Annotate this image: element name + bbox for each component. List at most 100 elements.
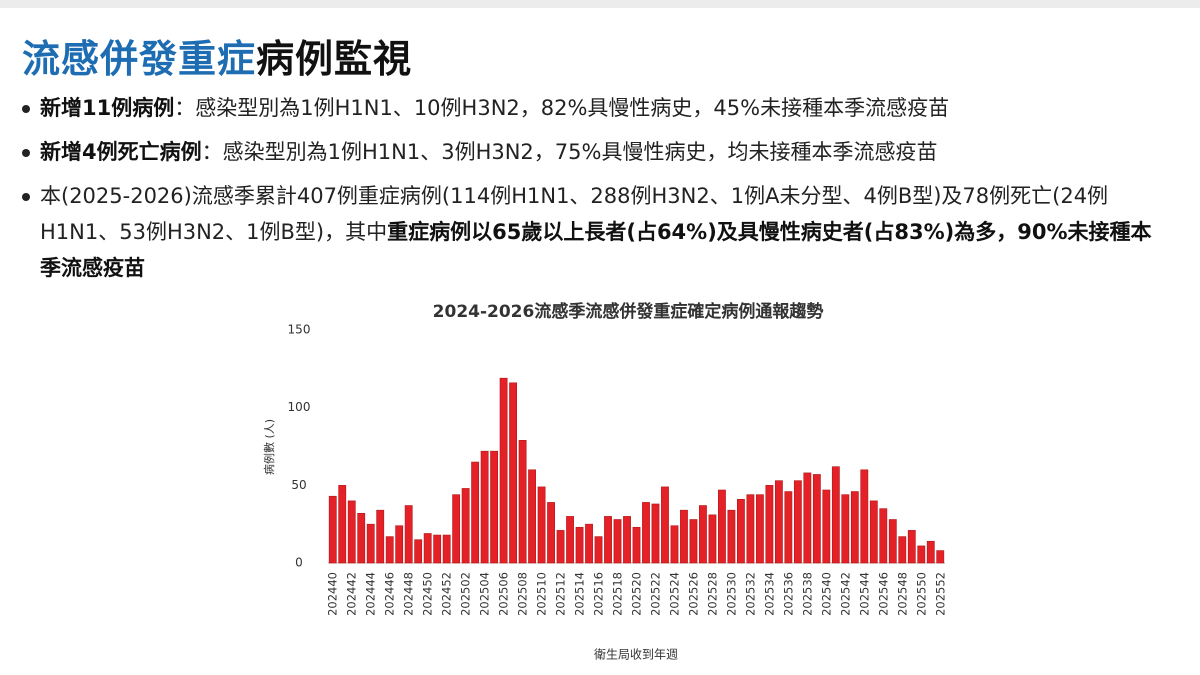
bar [812, 474, 821, 564]
bar [936, 550, 945, 564]
bar [471, 461, 480, 564]
bar [537, 486, 546, 564]
bar [395, 525, 404, 564]
bar [566, 516, 574, 564]
x-tick-label: 202552 [933, 572, 947, 616]
x-tick-label: 202514 [573, 572, 587, 616]
bar [594, 536, 603, 564]
x-tick-label: 202546 [876, 572, 890, 616]
bar [917, 545, 926, 564]
bar [841, 494, 850, 564]
x-tick-label: 202518 [611, 572, 625, 616]
bar [347, 500, 356, 564]
x-tick-label: 202508 [516, 572, 530, 616]
bar [509, 382, 518, 564]
bar [651, 503, 660, 564]
x-tick-label: 202444 [364, 572, 378, 616]
bar [547, 502, 555, 564]
bar [774, 480, 783, 564]
x-tick-label: 202534 [762, 572, 776, 616]
bar [850, 491, 859, 564]
x-tick-label: 202522 [648, 572, 662, 616]
y-axis-label: 病例數 (人) [262, 419, 276, 475]
x-tick-label: 202506 [497, 572, 511, 616]
bar [585, 523, 593, 564]
title-part: 流感併發重症 [22, 37, 257, 81]
bar [575, 526, 584, 564]
x-tick-label: 202512 [554, 572, 568, 616]
x-tick-label: 202530 [724, 572, 738, 616]
x-tick-label: 202440 [326, 572, 340, 616]
x-tick-label: 202536 [781, 572, 795, 616]
bar [499, 377, 508, 564]
bar [765, 485, 774, 564]
bar [604, 516, 612, 564]
x-tick-label: 202528 [705, 572, 719, 616]
bar [414, 539, 423, 564]
bullet: 新增11例病例：感染型別為1例H1N1、10例H3N2，82%具慢性病史，45%… [22, 90, 1172, 126]
bar [793, 480, 802, 564]
x-tick-label: 202526 [686, 572, 700, 616]
bar [661, 486, 669, 564]
x-tick-label: 202548 [895, 572, 909, 616]
bar [442, 534, 451, 564]
bar [376, 509, 385, 564]
bar [869, 500, 878, 564]
bar [328, 495, 337, 564]
bar [366, 523, 375, 564]
x-tick-label: 202544 [857, 572, 871, 616]
bar [860, 469, 869, 564]
bar [613, 519, 622, 564]
x-tick-label: 202516 [592, 572, 606, 616]
slide-title: 流感併發重症病例監視 [22, 28, 412, 83]
bar [518, 439, 527, 564]
bar [642, 502, 650, 564]
bar [831, 466, 840, 564]
bar [879, 508, 888, 564]
bar [689, 519, 698, 564]
bar [623, 516, 631, 564]
bar [746, 494, 755, 564]
bar [338, 485, 347, 564]
bar [423, 533, 432, 564]
bar [480, 450, 489, 564]
chart-title: 2024-2026流感季流感併發重症確定病例通報趨勢 [433, 301, 824, 322]
y-tick-label: 50 [291, 478, 306, 492]
x-tick-label: 202448 [402, 572, 416, 616]
top-bar [0, 0, 1200, 8]
bullet: 新增4例死亡病例：感染型別為1例H1N1、3例H3N2，75%具慢性病史，均未接… [22, 134, 1172, 170]
x-tick-label: 202542 [838, 572, 852, 616]
bar [404, 505, 413, 564]
bar [670, 525, 679, 564]
y-tick-label: 100 [288, 400, 311, 414]
bar [452, 494, 461, 564]
x-axis-label: 衛生局收到年週 [594, 648, 678, 662]
bullet: 本(2025-2026)流感季累計407例重症病例(114例H1N1、288例H… [22, 178, 1172, 286]
bar [888, 519, 897, 564]
bullet-list: 新增11例病例：感染型別為1例H1N1、10例H3N2，82%具慢性病史，45%… [22, 90, 1172, 294]
title-part: 病例監視 [256, 37, 413, 81]
x-tick-label: 202510 [535, 572, 549, 616]
bar [385, 536, 394, 564]
bar [680, 509, 688, 564]
y-tick-label: 0 [295, 556, 303, 570]
bold-text: 重症病例以65歲以上長者(占64%)及具慢性病史者(占83%)為多，90%未接種… [40, 220, 1152, 280]
bar [898, 536, 907, 564]
bar [357, 512, 366, 564]
x-tick-label: 202442 [345, 572, 359, 616]
x-tick-label: 202502 [459, 572, 473, 616]
bold-text: 新增4例死亡病例 [40, 140, 202, 164]
bar [718, 489, 726, 564]
bar [556, 530, 565, 564]
x-tick-label: 202452 [440, 572, 454, 616]
x-tick-label: 202450 [421, 572, 435, 616]
x-tick-label: 202504 [478, 572, 492, 616]
x-tick-label: 202540 [819, 572, 833, 616]
text: 本(2025-2026)流感季累計407例重症病例(114例H1N1、288例H… [40, 184, 1109, 244]
y-tick-label: 150 [288, 323, 311, 337]
bold-text: 新增11例病例 [40, 96, 175, 120]
bar [926, 540, 935, 564]
x-tick-label: 202524 [667, 572, 681, 616]
x-tick-label: 202532 [743, 572, 757, 616]
